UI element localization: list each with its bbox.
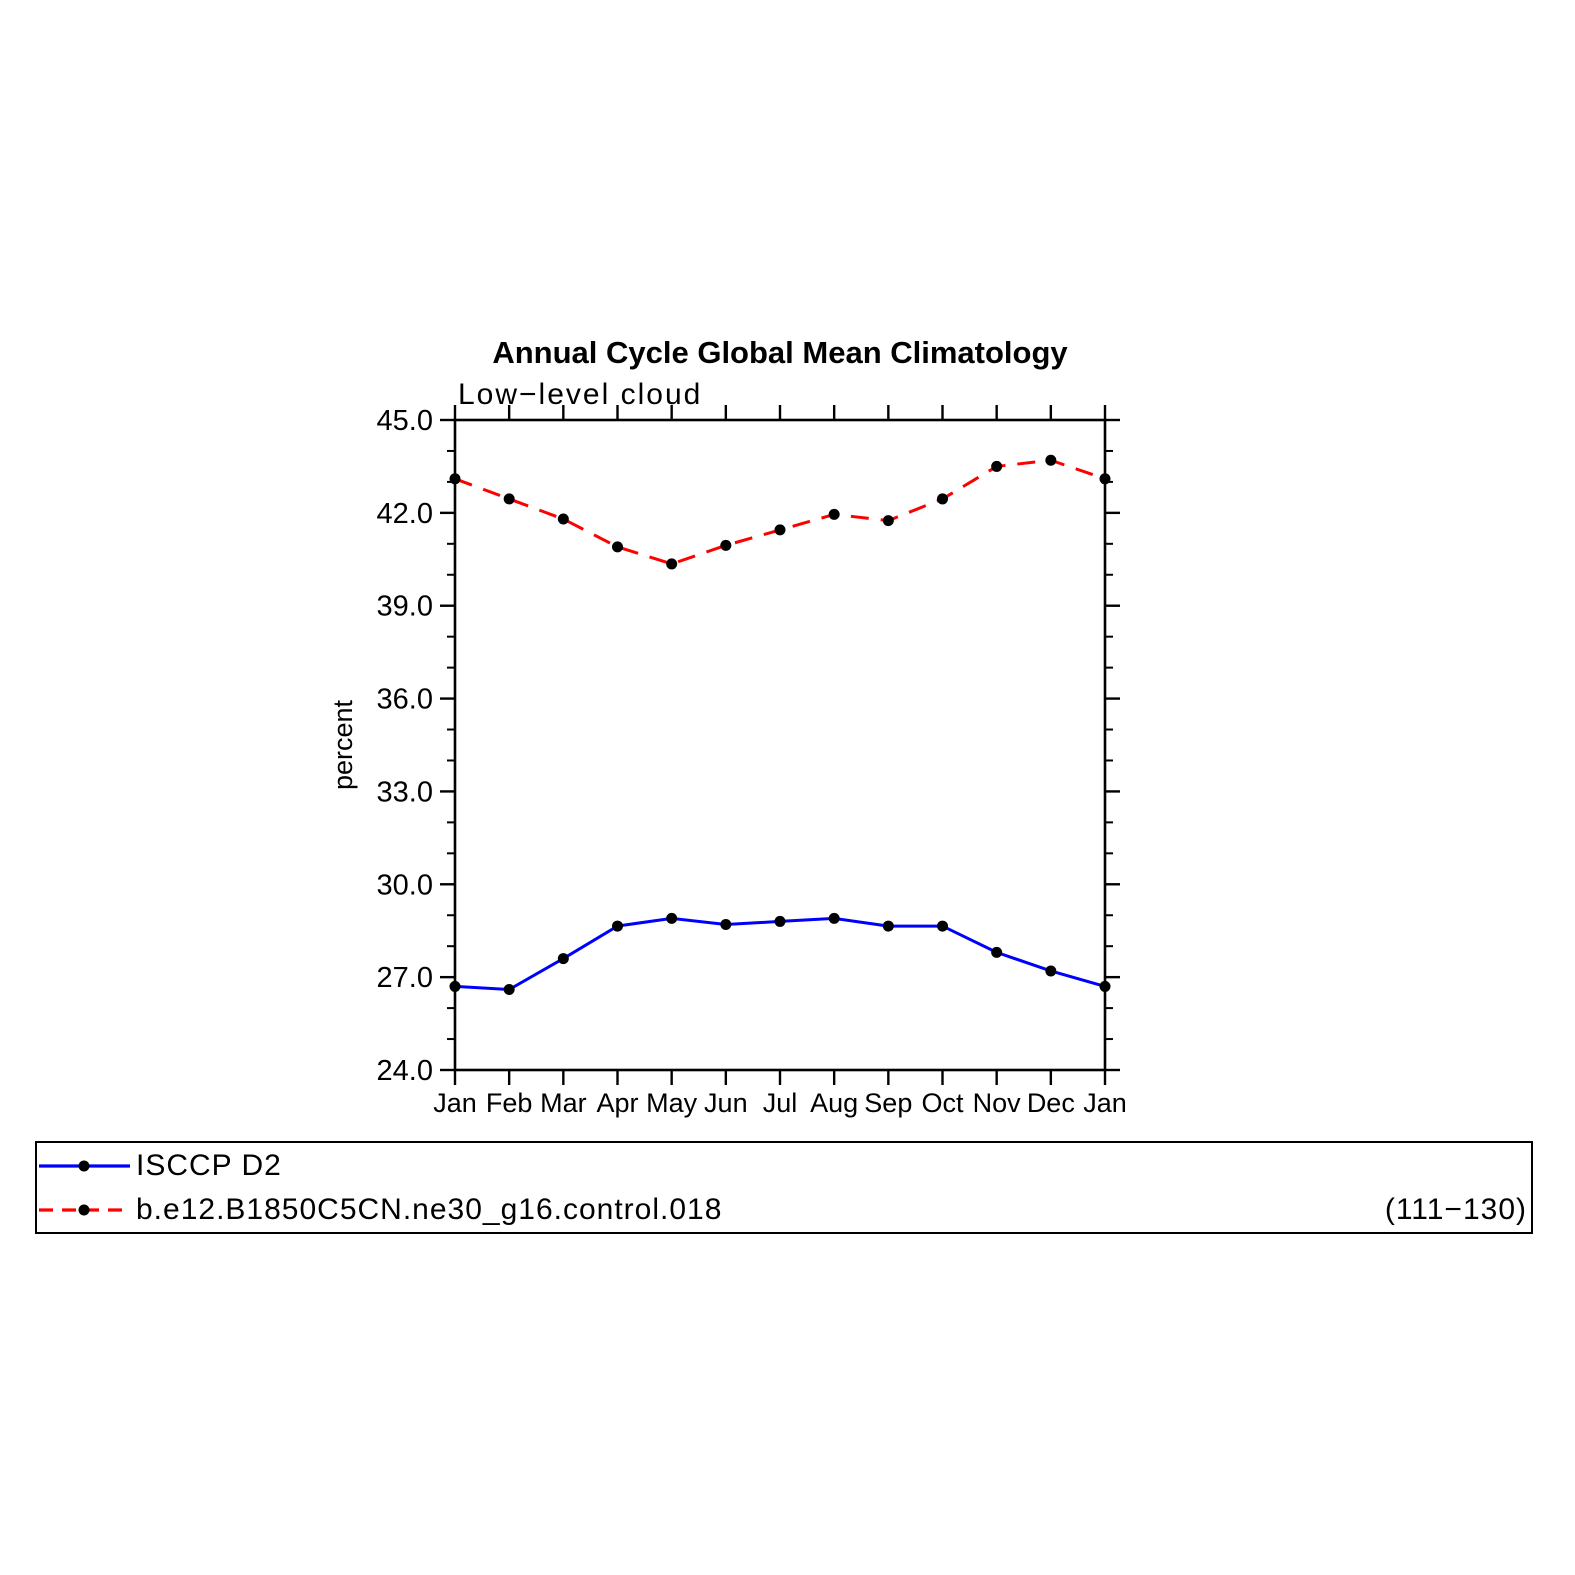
- legend-line-sample-isccp-d2: [39, 1160, 130, 1171]
- legend-sample-marker: [78, 1160, 90, 1171]
- y-tick-label: 42.0: [377, 498, 433, 530]
- data-point-marker: [1045, 965, 1057, 977]
- chart-title: Annual Cycle Global Mean Climatology: [492, 335, 1068, 370]
- x-tick-label: Apr: [596, 1088, 638, 1118]
- x-tick-label: Dec: [1027, 1088, 1075, 1118]
- data-point-marker: [666, 558, 678, 570]
- data-point-marker: [449, 473, 461, 485]
- data-point-marker: [503, 493, 515, 505]
- data-point-marker: [774, 524, 786, 536]
- x-tick-label: Jun: [704, 1088, 748, 1118]
- data-point-marker: [937, 493, 948, 505]
- data-point-marker: [882, 920, 894, 932]
- data-point-marker: [720, 919, 732, 931]
- y-tick-label: 24.0: [377, 1055, 433, 1087]
- y-tick-label: 33.0: [377, 776, 433, 808]
- data-point-marker: [828, 508, 840, 520]
- y-tick-label: 30.0: [377, 869, 433, 901]
- legend: ISCCP D2 b.e12.B1850C5CN.ne30_g16.contro…: [35, 1141, 1533, 1234]
- x-tick-label: Jul: [763, 1088, 798, 1118]
- y-tick-label: 27.0: [377, 962, 433, 994]
- data-point-marker: [828, 912, 840, 924]
- series-line-model: [454, 458, 1106, 566]
- y-tick-label: 45.0: [377, 405, 433, 437]
- legend-label-model: b.e12.B1850C5CN.ne30_g16.control.018: [136, 1192, 723, 1226]
- x-tick-label: Aug: [810, 1088, 858, 1118]
- x-tick-label: Jan: [433, 1088, 477, 1118]
- chart-subtitle: Low−level cloud: [458, 378, 702, 411]
- legend-sample-marker: [78, 1204, 90, 1215]
- plot-frame: [453, 418, 1107, 1072]
- data-point-marker: [612, 920, 623, 932]
- legend-label-isccp-d2: ISCCP D2: [136, 1148, 282, 1182]
- data-point-marker: [449, 980, 461, 992]
- legend-row-isccp-d2: ISCCP D2: [37, 1144, 1531, 1188]
- data-point-marker: [557, 953, 569, 965]
- data-point-marker: [720, 539, 732, 551]
- x-tick-label: Mar: [540, 1088, 587, 1118]
- data-point-marker: [666, 912, 678, 924]
- data-point-marker: [991, 460, 1003, 472]
- data-point-marker: [882, 515, 894, 527]
- x-tick-label: Nov: [973, 1088, 1022, 1118]
- x-tick-label: May: [646, 1088, 698, 1118]
- legend-row-model: b.e12.B1850C5CN.ne30_g16.control.018 (11…: [37, 1188, 1531, 1232]
- x-tick-label: Oct: [921, 1088, 964, 1118]
- y-axis-label: percent: [328, 699, 358, 790]
- legend-line-sample-model: [39, 1204, 130, 1215]
- data-point-marker: [503, 984, 515, 996]
- y-tick-label: 36.0: [377, 684, 433, 716]
- data-point-marker: [937, 920, 948, 932]
- data-point-marker: [774, 915, 786, 927]
- series-line-isccp-d2: [454, 916, 1106, 992]
- data-point-marker: [1045, 454, 1057, 466]
- y-tick-label: 39.0: [377, 591, 433, 623]
- data-point-marker: [612, 541, 623, 553]
- data-point-marker: [1099, 473, 1111, 485]
- data-point-marker: [991, 946, 1003, 958]
- x-tick-label: Sep: [864, 1088, 912, 1118]
- legend-years-note: (111−130): [1384, 1192, 1527, 1226]
- data-point-marker: [1099, 980, 1111, 992]
- data-point-marker: [557, 513, 569, 525]
- x-tick-label: Jan: [1083, 1088, 1127, 1118]
- x-tick-label: Feb: [486, 1088, 533, 1118]
